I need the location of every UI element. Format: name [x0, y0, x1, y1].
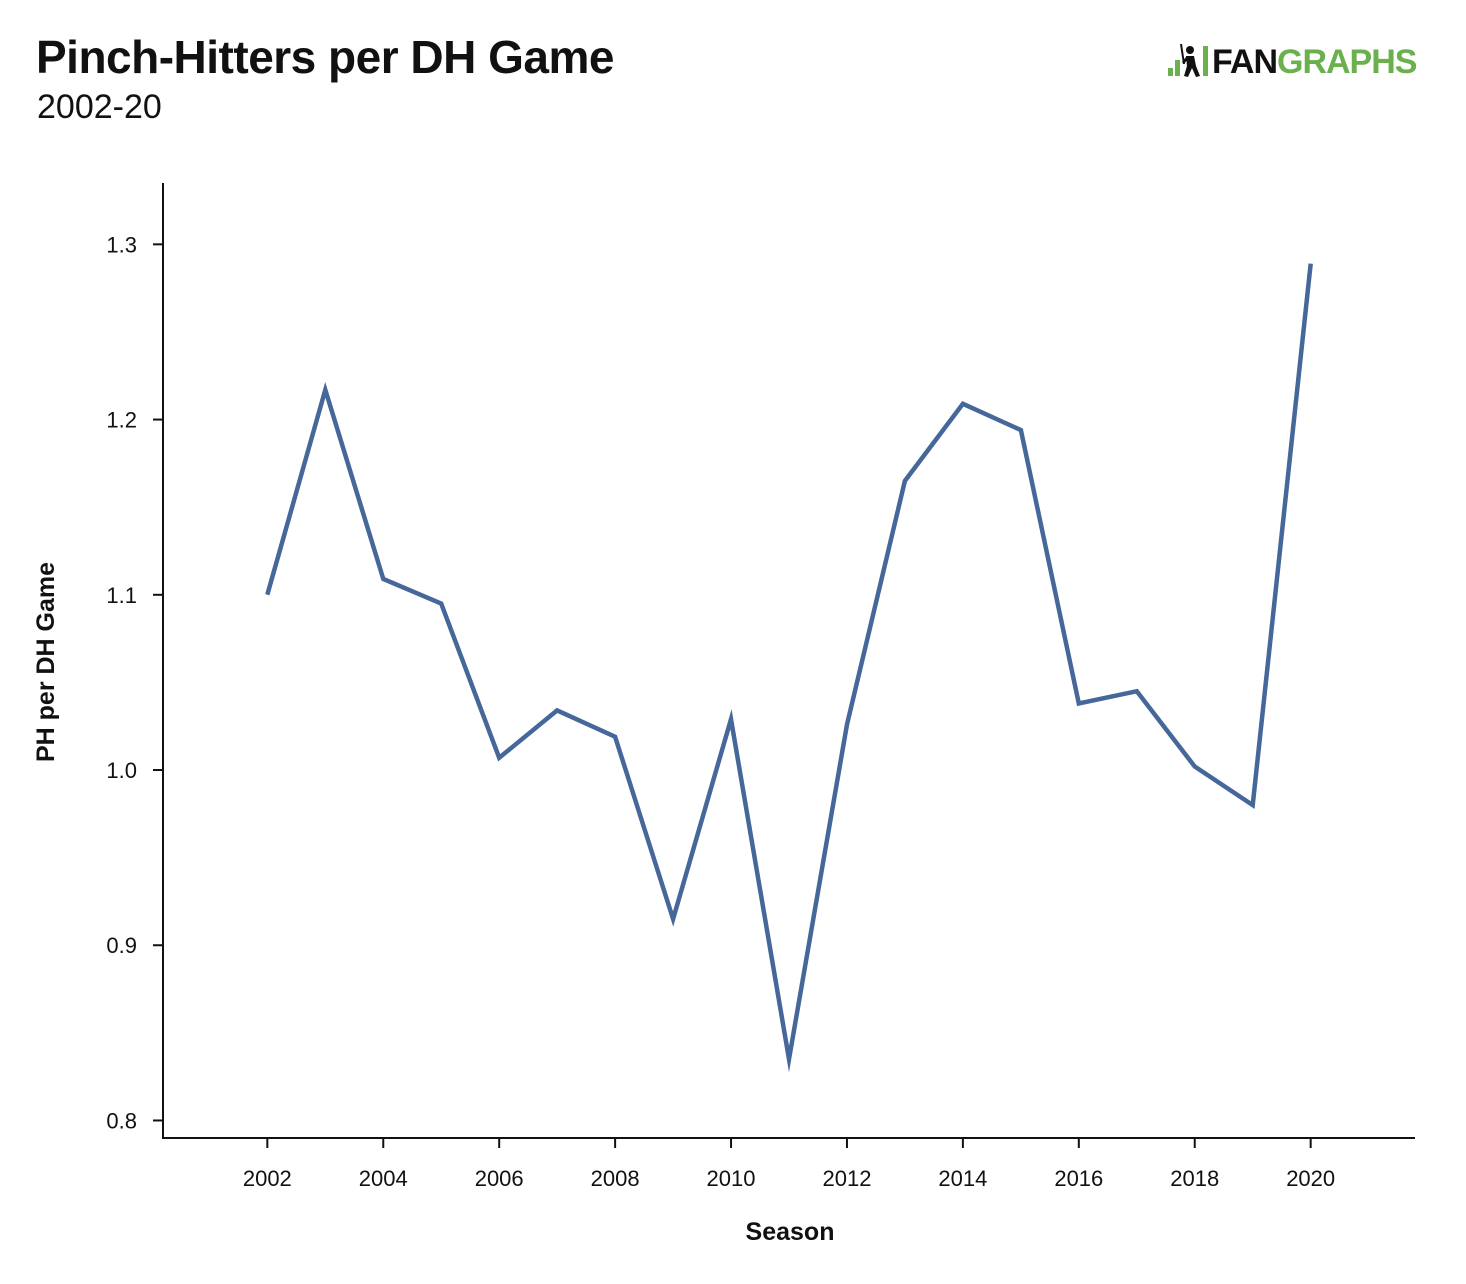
- y-tick-label: 1.3: [106, 232, 137, 257]
- series-line: [265, 263, 1313, 1073]
- x-tick-label: 2004: [359, 1166, 408, 1191]
- y-tick-label: 1.2: [106, 408, 137, 433]
- x-tick-label: 2018: [1170, 1166, 1219, 1191]
- y-tick-label: 1.1: [106, 583, 137, 608]
- x-tick-label: 2010: [707, 1166, 756, 1191]
- x-axis-ticks: 2002 2004 2006 2008 2010 2012 2014 2016 2018 2020: [243, 1138, 1335, 1191]
- y-tick-label: 0.8: [106, 1108, 137, 1133]
- x-tick-label: 2006: [475, 1166, 524, 1191]
- x-tick-label: 2008: [591, 1166, 640, 1191]
- x-tick-label: 2020: [1286, 1166, 1335, 1191]
- chart-title: Pinch-Hitters per DH Game: [36, 31, 614, 83]
- fangraphs-logo: FAN GRAPHS: [1166, 40, 1417, 84]
- y-tick-label: 1.0: [106, 758, 137, 783]
- brand-name-graphs: GRAPHS: [1277, 42, 1417, 81]
- x-tick-label: 2016: [1054, 1166, 1103, 1191]
- series-group: [265, 263, 1313, 1073]
- x-tick-label: 2002: [243, 1166, 292, 1191]
- x-tick-label: 2012: [822, 1166, 871, 1191]
- y-axis-title: PH per DH Game: [32, 562, 60, 762]
- y-axis-ticks: 0.8 0.9 1.0 1.1 1.2 1.3: [106, 232, 163, 1133]
- chart-subtitle: 2002-20: [37, 88, 162, 126]
- y-tick-label: 0.9: [106, 933, 137, 958]
- batter-icon: [1168, 43, 1208, 77]
- x-axis-title: Season: [746, 1218, 835, 1246]
- brand-name-fan: FAN: [1212, 42, 1278, 81]
- x-tick-label: 2014: [938, 1166, 987, 1191]
